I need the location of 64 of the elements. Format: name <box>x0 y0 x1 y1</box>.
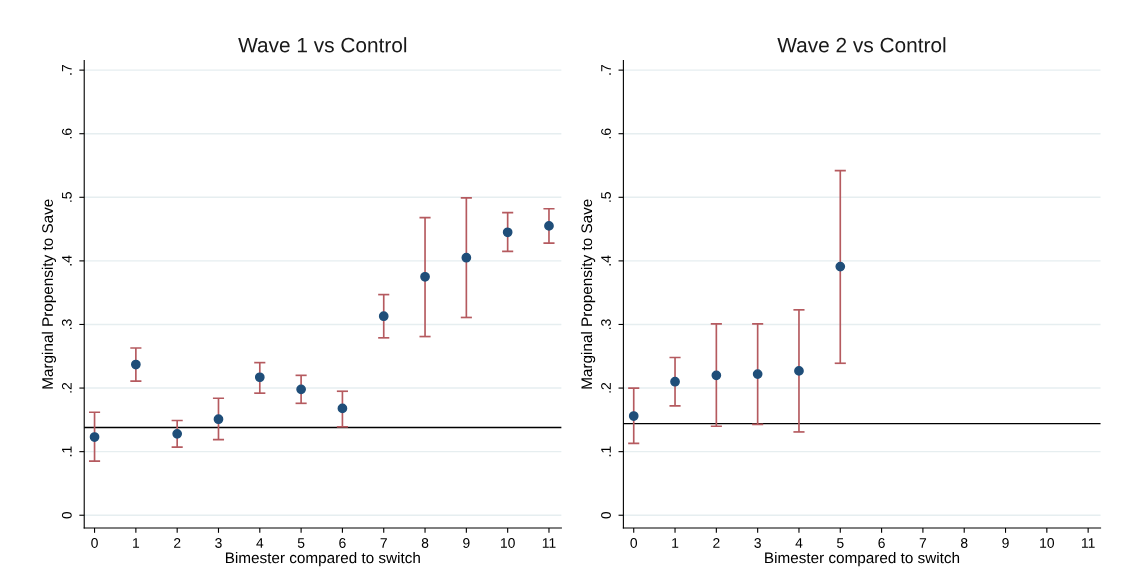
y-tick-label: 0 <box>61 511 72 519</box>
point <box>835 261 846 272</box>
y-tick-label: .3 <box>601 319 611 329</box>
x-tick-label: 9 <box>463 538 470 548</box>
x-tick-label: 1 <box>672 538 679 548</box>
y-tick-label: .2 <box>61 382 72 393</box>
x-tick-label: 11 <box>1081 538 1095 548</box>
x-axis-title: Bimester compared to switch <box>765 552 960 567</box>
chart-title: Wave 2 vs Control <box>777 37 946 53</box>
point <box>131 359 141 370</box>
y-tick-label: .6 <box>601 128 611 139</box>
point <box>628 411 639 421</box>
y-tick-label: 0 <box>601 511 611 519</box>
x-tick-label: 10 <box>1040 538 1055 548</box>
point <box>378 311 389 322</box>
x-axis-title: Bimester compared to switch <box>225 552 420 567</box>
y-tick-label: .1 <box>62 446 72 457</box>
y-tick-label: .5 <box>601 192 611 202</box>
x-tick-label: 8 <box>421 538 429 548</box>
x-tick-label: 0 <box>630 538 638 548</box>
chart-title: Wave 1 vs Control <box>238 37 407 53</box>
x-tick-label: 10 <box>501 538 515 548</box>
point <box>752 369 763 379</box>
y-axis-title: Marginal Propensity to Save <box>580 199 596 389</box>
y-tick-label: .4 <box>62 255 72 266</box>
y-tick-label: .7 <box>62 65 72 75</box>
point <box>711 370 722 381</box>
x-tick-label: 8 <box>960 538 968 548</box>
x-tick-label: 4 <box>795 538 803 548</box>
point <box>172 428 183 439</box>
x-tick-label: 4 <box>256 538 264 548</box>
point <box>213 414 224 425</box>
y-tick-label: .4 <box>601 255 611 266</box>
y-tick-label: .2 <box>601 382 611 393</box>
y-axis-title: Marginal Propensity to Save <box>41 199 56 389</box>
y-tick-label: .5 <box>62 192 72 202</box>
x-tick-label: 2 <box>174 538 181 548</box>
point <box>670 376 680 387</box>
point <box>461 252 472 263</box>
x-tick-label: 1 <box>133 538 140 548</box>
x-tick-label: 5 <box>836 538 844 548</box>
y-tick-label: .6 <box>61 128 72 139</box>
x-tick-label: 7 <box>380 538 387 548</box>
x-tick-label: 6 <box>878 538 885 548</box>
point <box>502 227 513 238</box>
point <box>544 221 554 231</box>
point <box>296 384 306 395</box>
y-tick-label: .7 <box>601 65 611 75</box>
x-tick-label: 7 <box>919 538 927 548</box>
y-tick-label: .1 <box>601 446 611 457</box>
y-tick-label: .3 <box>61 319 72 329</box>
x-tick-label: 5 <box>297 538 305 548</box>
x-tick-label: 9 <box>1002 538 1009 548</box>
x-tick-label: 2 <box>713 538 720 548</box>
point <box>337 403 348 414</box>
point <box>254 372 265 383</box>
x-tick-label: 11 <box>542 538 556 548</box>
x-tick-label: 6 <box>339 538 346 548</box>
point <box>420 271 430 282</box>
x-tick-label: 3 <box>754 538 761 548</box>
x-tick-label: 0 <box>91 538 98 548</box>
x-tick-label: 3 <box>215 538 222 548</box>
point <box>794 366 804 376</box>
point <box>89 432 100 442</box>
